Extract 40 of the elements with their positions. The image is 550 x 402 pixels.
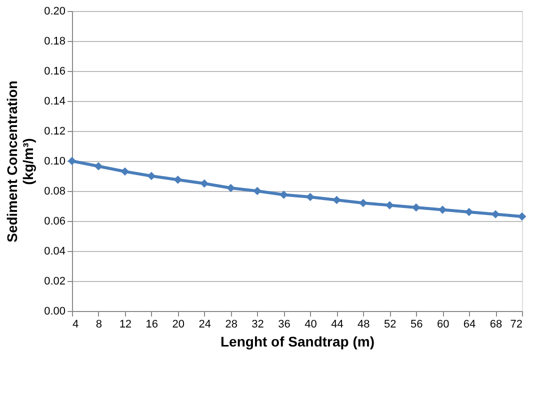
x-tick-label: 28: [225, 318, 238, 330]
x-tick-label: 32: [252, 318, 264, 330]
x-tick-label: 36: [278, 318, 290, 330]
x-tick-label: 68: [490, 318, 502, 330]
x-tick-label: 72: [510, 318, 522, 330]
y-tick-label: 0.16: [44, 66, 66, 78]
point: [174, 176, 182, 184]
x-tick-label: 20: [172, 318, 185, 330]
y-tick-label: 0.08: [44, 186, 66, 198]
point: [332, 196, 341, 204]
y-tick-label: 0.04: [44, 246, 66, 258]
y-tick-label: 0.18: [44, 36, 66, 48]
x-axis-title: Lenght of Sandtrap (m): [220, 334, 374, 350]
y-tick-label: 0.02: [44, 276, 66, 288]
point: [280, 190, 288, 199]
point: [200, 179, 209, 188]
point: [253, 186, 262, 196]
x-tick-label: 16: [146, 318, 158, 330]
y-tick-label: 0.12: [44, 126, 66, 138]
x-tick-label: 44: [331, 318, 344, 330]
y-tick-label: 0.10: [44, 156, 66, 168]
point: [120, 167, 130, 176]
x-tick-label: 56: [410, 318, 423, 330]
x-tick-label: 24: [198, 318, 211, 330]
y-tick-label: 0.06: [44, 216, 66, 228]
point: [306, 192, 314, 202]
x-tick-label: 48: [358, 318, 370, 330]
y-axis-title: Sediment Concentration (kg/m³): [4, 80, 36, 242]
x-tick-label: 12: [119, 318, 132, 330]
y-tick-label: 0.14: [44, 96, 66, 108]
x-tick-label: 4: [72, 318, 79, 330]
point: [94, 162, 103, 170]
y-tick-label: 0.20: [44, 6, 66, 18]
x-tick-label: 64: [463, 318, 476, 330]
x-tick-label: 8: [96, 318, 102, 330]
x-tick-label: 40: [304, 318, 317, 330]
point: [68, 156, 76, 166]
x-tick-label: 60: [436, 318, 450, 330]
y-tick-label: 0.00: [44, 306, 66, 318]
x-tick-label: 52: [384, 318, 396, 330]
